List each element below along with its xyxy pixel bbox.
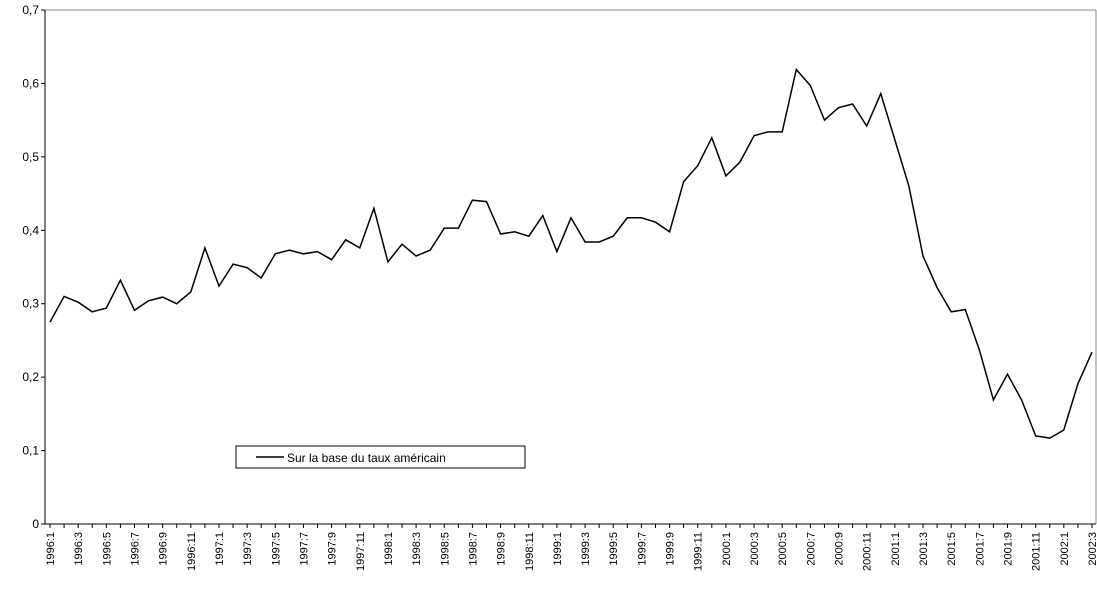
x-tick-label: 2002:3: [1087, 532, 1097, 566]
x-tick-label: 1996:5: [101, 532, 113, 566]
x-tick-label: 2000:1: [721, 532, 733, 566]
legend-label: Sur la base du taux américain: [287, 451, 446, 465]
y-tick-label: 0,1: [22, 444, 39, 458]
x-tick-label: 2001:9: [1003, 532, 1015, 566]
y-tick-label: 0,2: [22, 370, 39, 384]
x-tick-label: 1999:7: [636, 532, 648, 566]
x-tick-label: 1999:3: [580, 532, 592, 566]
x-tick-label: 2000:11: [862, 532, 874, 571]
x-tick-label: 2001:11: [1031, 532, 1043, 571]
x-tick-label: 2001:7: [974, 532, 986, 566]
x-tick-label: 2001:3: [918, 532, 930, 566]
y-tick-label: 0,4: [22, 223, 39, 237]
x-tick-label: 1996:9: [158, 532, 170, 566]
x-tick-label: 2000:5: [777, 532, 789, 566]
x-tick-label: 1998:7: [467, 532, 479, 566]
x-tick-label: 1997:11: [355, 532, 367, 571]
x-tick-label: 1997:9: [327, 532, 339, 566]
y-tick-label: 0,6: [22, 76, 39, 90]
x-tick-label: 1996:7: [129, 532, 141, 566]
y-tick-label: 0,5: [22, 150, 39, 164]
x-tick-label: 1999:5: [608, 532, 620, 566]
x-tick-label: 2000:3: [749, 532, 761, 566]
x-tick-label: 1998:1: [383, 532, 395, 566]
x-tick-label: 1997:3: [242, 532, 254, 566]
y-tick-label: 0,3: [22, 297, 39, 311]
y-tick-label: 0: [32, 517, 39, 531]
x-tick-label: 2002:1: [1059, 532, 1071, 566]
x-tick-label: 2000:7: [805, 532, 817, 566]
x-tick-label: 2001:1: [890, 532, 902, 566]
series-line: [49, 67, 1093, 439]
x-tick-label: 1997:5: [270, 532, 282, 566]
x-tick-label: 1998:5: [439, 532, 451, 566]
x-tick-label: 2000:9: [834, 532, 846, 566]
x-tick-label: 1998:3: [411, 532, 423, 566]
x-tick-label: 1998:9: [496, 532, 508, 566]
x-tick-label: 1999:9: [665, 532, 677, 566]
x-tick-label: 1999:1: [552, 532, 564, 566]
x-tick-label: 1998:11: [524, 532, 536, 571]
x-tick-label: 1996:3: [73, 532, 85, 566]
x-tick-label: 1999:11: [693, 532, 705, 571]
x-tick-label: 1997:7: [298, 532, 310, 566]
y-tick-label: 0,7: [22, 3, 39, 17]
x-tick-label: 2001:5: [946, 532, 958, 566]
x-tick-label: 1996:11: [186, 532, 198, 571]
x-tick-label: 1997:1: [214, 532, 226, 566]
legend: [235, 445, 526, 469]
x-tick-label: 1996:1: [45, 532, 57, 566]
